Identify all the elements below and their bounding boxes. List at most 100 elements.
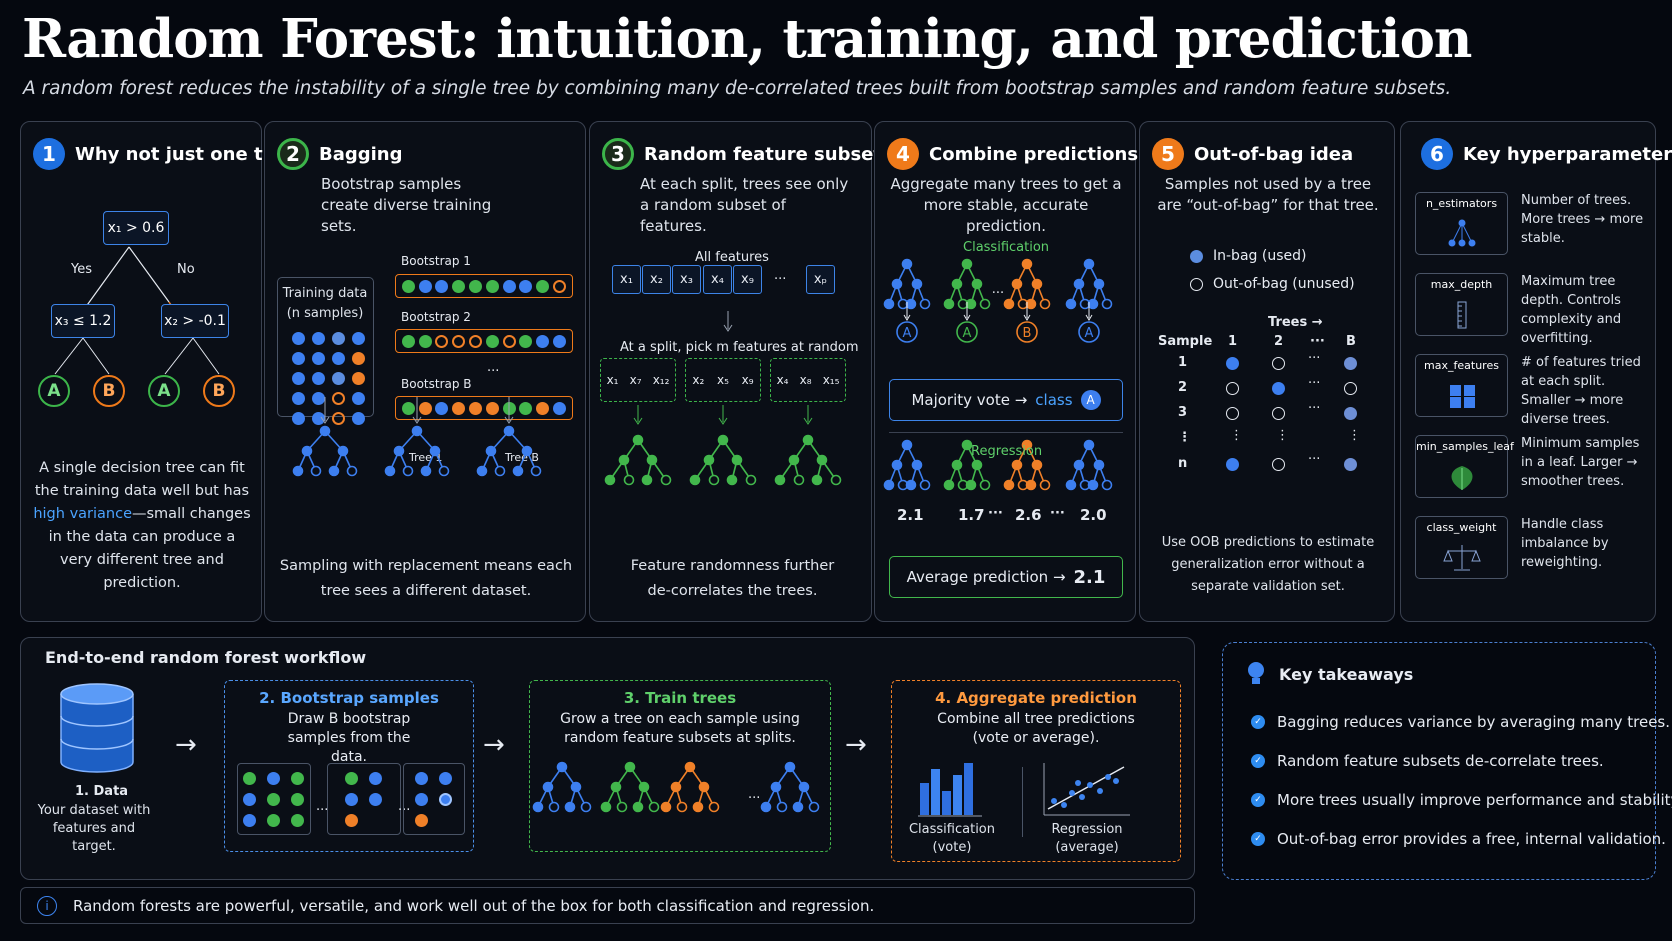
- tree-node: [660, 474, 672, 486]
- panel-heading: Combine predictions: [929, 143, 1139, 165]
- tree-node: [521, 445, 533, 457]
- check-icon: ✓: [1251, 832, 1265, 846]
- ellipsis: ···: [1308, 376, 1321, 391]
- tree-node: [911, 459, 923, 471]
- regression-value: 2.0: [1080, 506, 1107, 524]
- step-number: 3: [602, 138, 634, 170]
- tree-node: [1073, 278, 1085, 290]
- leaf-a: A: [38, 375, 70, 407]
- sample-row-label: 3: [1178, 405, 1188, 420]
- takeaway-item: ✓ More trees usually improve performance …: [1251, 791, 1672, 809]
- tree-node: [965, 298, 977, 310]
- aggregate-step-box: 4. Aggregate prediction Combine all tree…: [891, 680, 1181, 862]
- tree-node: [919, 298, 931, 310]
- tree-node: [784, 761, 796, 773]
- ellipsis: ···: [398, 803, 411, 818]
- vote-leaf: [1016, 321, 1038, 343]
- panel-random-features: 3 Random feature subsets At each split, t…: [589, 121, 893, 622]
- data-step-desc: Your dataset with features and target.: [37, 803, 151, 854]
- tree-node: [792, 801, 804, 813]
- hyperparameter-description: Maximum tree depth. Controls complexity …: [1521, 274, 1622, 346]
- tree-node: [310, 465, 322, 477]
- average-prediction-box: Average prediction → 2.1: [889, 556, 1123, 598]
- tree-column-header: 1: [1228, 334, 1238, 349]
- workflow-heading: End-to-end random forest workflow: [45, 648, 367, 667]
- bootstrap-2-strip: [395, 329, 573, 353]
- in-bag-dot: [1344, 357, 1357, 370]
- vote-leaf: [896, 321, 918, 343]
- panel-out-of-bag: 5 Out-of-bag idea Samples not used by a t…: [1139, 121, 1395, 622]
- tree-node: [961, 439, 973, 451]
- high-variance-highlight: high variance: [33, 506, 132, 522]
- tree-node: [670, 781, 682, 793]
- check-icon: ✓: [1251, 754, 1265, 768]
- check-icon: ✓: [1251, 793, 1265, 807]
- tree-column-header: 2: [1274, 334, 1284, 349]
- tree-node: [971, 459, 983, 471]
- lightbulb-icon: [1248, 662, 1264, 684]
- out-of-bag-dot: [1344, 382, 1357, 395]
- page-title: Random Forest: intuition, training, and …: [22, 8, 1472, 70]
- step-number: 5: [1152, 138, 1184, 170]
- ellipsis: ···: [316, 803, 329, 818]
- tree-node: [1039, 298, 1051, 310]
- tree-node: [1065, 298, 1077, 310]
- panel-hyperparameters: 6 Key hyperparameters n_estimators Number …: [1400, 121, 1672, 622]
- regression-value: 1.7: [958, 506, 985, 524]
- feature-subset-group: x₂ x₅ x₉: [685, 358, 761, 402]
- bootstrap-step-title: 2. Bootstrap samples: [259, 689, 439, 707]
- ellipsis: ···: [1308, 452, 1321, 467]
- feature-box: xₚ: [806, 265, 835, 294]
- tree-node: [638, 781, 650, 793]
- in-bag-dot: [1226, 458, 1239, 471]
- scatter-plot-icon: [1043, 763, 1130, 816]
- tree-node: [610, 781, 622, 793]
- regression-average-label: Regression (average): [1051, 822, 1123, 855]
- tree-node: [1083, 439, 1095, 451]
- bootstrap-step-box: 2. Bootstrap samples Draw B bootstrap sa…: [224, 680, 474, 852]
- hyperparameter-description: Number of trees. More trees → more stabl…: [1521, 193, 1644, 246]
- tree-node: [632, 434, 644, 446]
- tree-node: [301, 445, 313, 457]
- tree-node: [542, 781, 554, 793]
- sample-row-label: 1: [1178, 355, 1188, 370]
- hyperparameter-description: # of features tried at each split. Small…: [1521, 355, 1641, 427]
- tree-node: [616, 801, 628, 813]
- takeaway-item: ✓ Out-of-bag error provides a free, inter…: [1251, 830, 1666, 848]
- info-icon: i: [37, 895, 57, 916]
- tree-node: [943, 479, 955, 491]
- bootstrap-mini-1: [237, 763, 311, 835]
- step-number: 6: [1421, 138, 1453, 170]
- leaf-a: A: [148, 375, 180, 407]
- tree-node: [384, 465, 396, 477]
- feature-box: x₁: [612, 265, 641, 294]
- tree-node: [774, 474, 786, 486]
- in-bag-dot: [1344, 407, 1357, 420]
- tree-node: [1031, 278, 1043, 290]
- tree-node: [1093, 278, 1105, 290]
- ellipsis: ···: [1308, 401, 1321, 416]
- tree-node: [292, 465, 304, 477]
- n-estimators-icon: n_estimators: [1415, 192, 1508, 255]
- classification-label: Classification: [963, 240, 1050, 255]
- tree-node: [438, 465, 450, 477]
- panel-bagging: 2 Bagging Bootstrap samples create divers…: [264, 121, 586, 622]
- panel-heading: Why not just one tree?: [75, 143, 307, 165]
- tree-node: [623, 474, 635, 486]
- tree-node: [618, 454, 630, 466]
- left-split-node: x₃ ≤ 1.2: [51, 304, 115, 338]
- tree-node: [979, 479, 991, 491]
- tree-node: [770, 781, 782, 793]
- tree-node: [1003, 479, 1015, 491]
- oob-description: Samples not used by a tree are “out-of-b…: [1157, 175, 1379, 214]
- tree-node: [816, 454, 828, 466]
- aggregate-step-desc: Combine all tree predictions (vote or av…: [937, 711, 1135, 746]
- tree-node: [1065, 479, 1077, 491]
- in-bag-dot: [1272, 382, 1285, 395]
- max-depth-icon: max_depth: [1415, 273, 1508, 336]
- page-subtitle: A random forest reduces the instability …: [23, 78, 1452, 99]
- max-features-icon: max_features: [1415, 354, 1508, 417]
- tree-node: [580, 801, 592, 813]
- tree-node: [393, 445, 405, 457]
- database-icon: [60, 683, 134, 773]
